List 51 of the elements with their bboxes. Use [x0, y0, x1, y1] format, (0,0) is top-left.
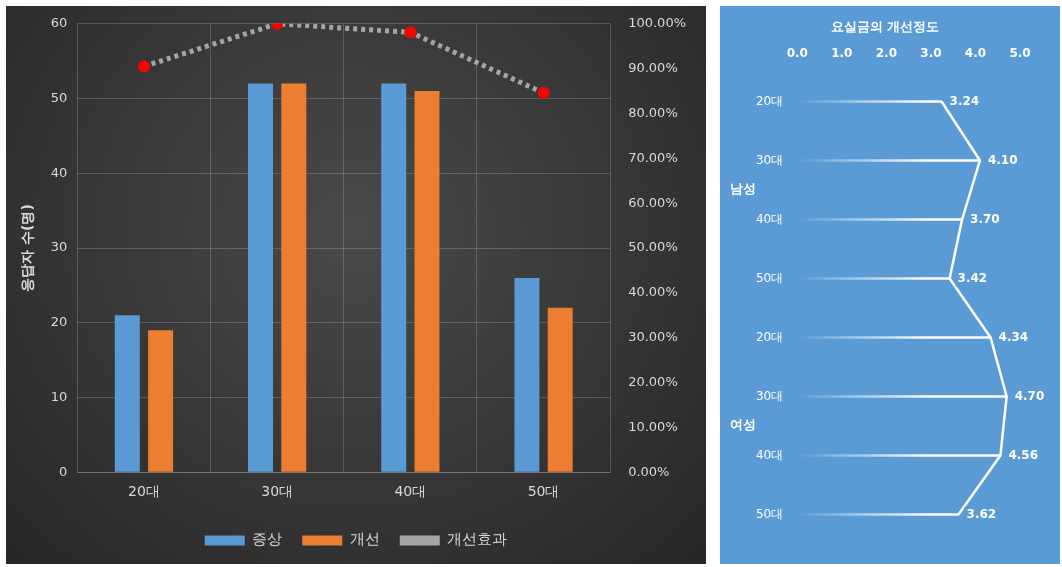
chart-title: 요실금의 개선정도 — [830, 19, 940, 35]
legend-label: 증상 — [252, 530, 283, 549]
x-tick-label: 30대 — [261, 483, 294, 500]
y2-tick-label: 30.00% — [628, 329, 678, 345]
y-tick-label: 0 — [59, 463, 68, 479]
y-tick-label: 30대 — [755, 152, 784, 167]
x-tick-label: 0.0 — [786, 45, 808, 60]
y2-tick-label: 70.00% — [628, 149, 678, 165]
data-label: 3.62 — [966, 506, 997, 521]
data-label: 4.56 — [1008, 447, 1039, 462]
x-tick-label: 2.0 — [875, 45, 897, 60]
y2-tick-label: 80.00% — [628, 104, 678, 120]
y2-tick-label: 20.00% — [628, 373, 678, 389]
data-label: 3.70 — [970, 211, 1000, 226]
text: 여성 — [730, 417, 756, 433]
y2-tick-label: 90.00% — [628, 60, 678, 76]
y2-tick-label: 40.00% — [628, 284, 678, 300]
y-tick-label: 50 — [50, 89, 68, 105]
data-label: 4.10 — [987, 152, 1018, 167]
y-tick-label: 60 — [50, 15, 68, 31]
x-tick-label: 50대 — [527, 483, 560, 500]
data-label: 3.24 — [949, 93, 980, 108]
y2-tick-label: 60.00% — [628, 194, 678, 210]
y2-tick-label: 50.00% — [628, 239, 678, 255]
y-tick-label: 10 — [50, 388, 68, 404]
x-tick-label: 40대 — [394, 483, 427, 500]
x-tick-label: 3.0 — [920, 45, 942, 60]
x-tick-label: 4.0 — [964, 45, 987, 60]
data-label: 4.70 — [1014, 388, 1045, 403]
y2-tick-label: 10.00% — [628, 418, 678, 434]
y-tick-label: 50대 — [755, 506, 784, 521]
y-tick-label: 40대 — [755, 211, 784, 226]
y-tick-label: 40대 — [755, 447, 784, 462]
legend-label: 개선효과 — [447, 530, 508, 549]
y-tick-label: 30 — [50, 239, 68, 255]
data-label: 3.42 — [957, 270, 988, 285]
y-tick-label: 20대 — [755, 329, 784, 344]
y-tick-label: 30대 — [755, 388, 784, 403]
x-tick-label: 20대 — [128, 483, 160, 500]
y-tick-label: 50대 — [755, 270, 784, 285]
x-tick-label: 5.0 — [1009, 45, 1031, 60]
y-tick-label: 40 — [50, 164, 68, 180]
data-label: 4.34 — [998, 329, 1029, 344]
y-tick-label: 20 — [50, 314, 68, 330]
text: 남성 — [730, 181, 756, 197]
y-tick-label: 20대 — [755, 93, 784, 108]
y2-tick-label: 0.00% — [628, 463, 670, 479]
y2-tick-label: 100.00% — [628, 15, 686, 31]
legend-label: 개선 — [349, 530, 380, 549]
y-axis-title: 응답자 수(명) — [19, 204, 36, 292]
x-tick-label: 1.0 — [831, 45, 853, 60]
